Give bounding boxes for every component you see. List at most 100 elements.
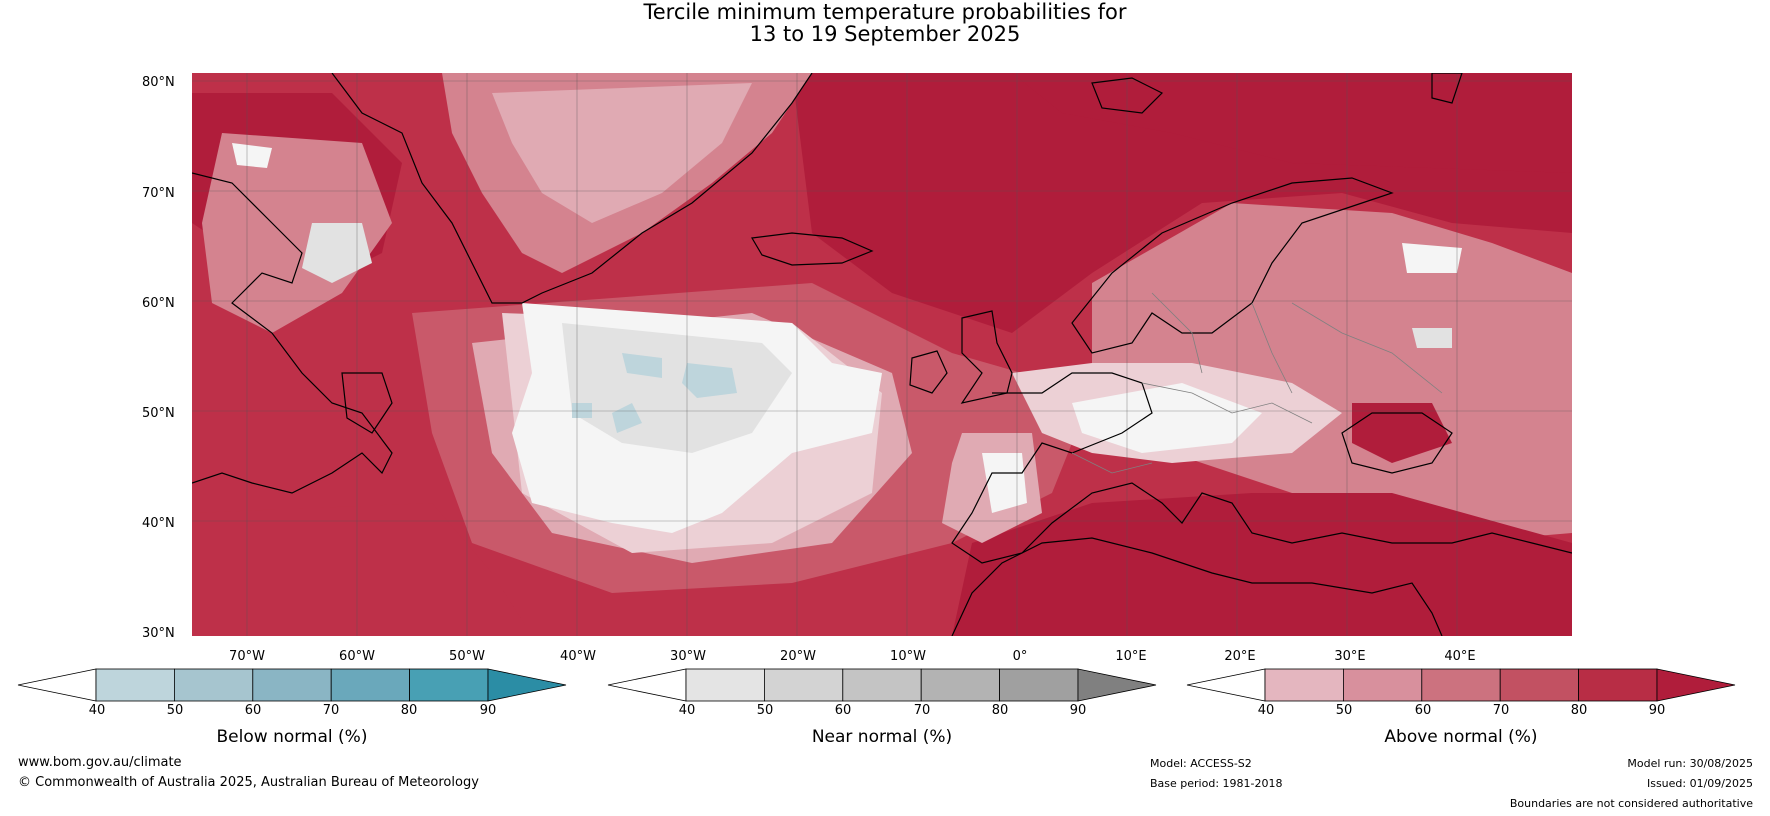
colorbar-segment: [252, 668, 332, 702]
lat-tick-40n: 40°N: [142, 516, 175, 531]
colorbar-extend-low: [17, 668, 97, 702]
region-near-40-russia: [1402, 243, 1462, 273]
below-tick-70: 70: [322, 703, 340, 718]
above-tick-70: 70: [1492, 703, 1510, 718]
colorbar-segment: [920, 668, 1001, 702]
region-below-50-c: [612, 403, 642, 433]
border-d: [1291, 302, 1443, 394]
coast-iceland: [751, 232, 874, 266]
map-svg: [192, 73, 1572, 636]
footer-base-period: Base period: 1981-2018: [1150, 777, 1283, 790]
below-tick-60: 60: [244, 703, 262, 718]
near-tick-50: 50: [756, 703, 774, 718]
colorbar-segment: [95, 668, 175, 702]
coast-europe: [951, 372, 1572, 564]
border-a: [1151, 292, 1203, 374]
chart-title-line1: Tercile minimum temperature probabilitie…: [643, 0, 1127, 24]
region-below-50-b: [682, 363, 737, 398]
colorbar-extend-high: [487, 668, 567, 702]
footer-copyright: © Commonwealth of Australia 2025, Austra…: [18, 775, 479, 790]
above-tick-60: 60: [1414, 703, 1432, 718]
lon-tick-40e: 40°E: [1444, 649, 1476, 664]
above-tick-90: 90: [1648, 703, 1666, 718]
lat-tick-30n: 30°N: [142, 626, 175, 641]
colorbar-below-title: Below normal (%): [216, 727, 368, 747]
coast-black-sea: [1341, 412, 1453, 474]
colorbar-segment: [409, 668, 489, 702]
below-tick-40: 40: [88, 703, 106, 718]
colorbar-extend-low: [607, 668, 687, 702]
region-above-90-north-africa: [952, 493, 1572, 636]
near-tick-90: 90: [1069, 703, 1087, 718]
near-tick-60: 60: [834, 703, 852, 718]
chart-title-line2: 13 to 19 September 2025: [749, 22, 1021, 46]
colorbar-extend-high: [1077, 668, 1157, 702]
lon-tick-10e: 10°E: [1115, 649, 1147, 664]
border-c: [1141, 382, 1313, 424]
coast-greenland: [331, 73, 813, 304]
footer-model-run: Model run: 30/08/2025: [1627, 757, 1753, 770]
lon-tick-20w: 20°W: [780, 649, 816, 664]
coast-ireland: [909, 350, 948, 394]
footer-model: Model: ACCESS-S2: [1150, 757, 1252, 770]
colorbar-segment: [1421, 668, 1501, 702]
colorbar-above-title: Above normal (%): [1384, 727, 1538, 747]
colorbar-extend-high: [1656, 668, 1736, 702]
footer-disclaimer: Boundaries are not considered authoritat…: [1509, 797, 1753, 810]
colorbar-segment: [1264, 668, 1344, 702]
lon-tick-50w: 50°W: [449, 649, 485, 664]
footer-issued: Issued: 01/09/2025: [1646, 777, 1753, 790]
graticule: [192, 73, 1572, 636]
region-below-50-a: [622, 353, 662, 378]
colorbar-segment: [330, 668, 411, 702]
near-tick-40: 40: [678, 703, 696, 718]
lat-tick-80n: 80°N: [142, 75, 175, 90]
above-tick-40: 40: [1257, 703, 1275, 718]
region-near-50-russia: [1412, 328, 1452, 348]
colorbar-above: [1186, 668, 1736, 702]
border-b: [1251, 302, 1293, 394]
colorbar-segment: [685, 668, 765, 702]
colorbar-segment: [1578, 668, 1658, 702]
lon-tick-60w: 60°W: [339, 649, 375, 664]
probability-map[interactable]: [192, 73, 1572, 636]
colorbar-near-title: Near normal (%): [811, 727, 953, 747]
colorbar-below: [17, 668, 567, 702]
coast-newfoundland: [341, 372, 393, 434]
region-below-50-d: [572, 403, 592, 418]
above-tick-80: 80: [1570, 703, 1588, 718]
colorbars-svg: [17, 668, 1736, 702]
colorbar-segment: [1343, 668, 1423, 702]
below-tick-50: 50: [166, 703, 184, 718]
border-e: [1071, 452, 1153, 474]
region-near-40-iberia: [982, 453, 1027, 513]
colorbar-extend-low: [1186, 668, 1266, 702]
near-tick-80: 80: [991, 703, 1009, 718]
colorbar-segment: [842, 668, 922, 702]
coastlines: [192, 73, 1572, 636]
lon-tick-0: 0°: [1012, 649, 1028, 664]
lon-tick-30w: 30°W: [670, 649, 706, 664]
above-tick-50: 50: [1335, 703, 1353, 718]
region-above-80-southwest: [192, 503, 532, 636]
colorbar-segment: [999, 668, 1079, 702]
lon-tick-70w: 70°W: [229, 649, 265, 664]
colorbar-near: [607, 668, 1157, 702]
colorbar-segment: [1499, 668, 1579, 702]
below-tick-90: 90: [479, 703, 497, 718]
footer-website[interactable]: www.bom.gov.au/climate: [18, 755, 182, 770]
colorbar-segment: [173, 668, 254, 702]
lat-tick-50n: 50°N: [142, 406, 175, 421]
region-above-90-black-sea: [1352, 403, 1452, 463]
lon-tick-30e: 30°E: [1334, 649, 1366, 664]
below-tick-80: 80: [400, 703, 418, 718]
region-above-60-baffin: [202, 133, 392, 333]
colorbar-segment: [764, 668, 844, 702]
coast-baffin: [192, 172, 393, 494]
near-tick-70: 70: [913, 703, 931, 718]
lon-tick-10w: 10°W: [890, 649, 926, 664]
lat-tick-60n: 60°N: [142, 296, 175, 311]
lon-tick-20e: 20°E: [1224, 649, 1256, 664]
borders: [1071, 292, 1443, 474]
lon-tick-40w: 40°W: [560, 649, 596, 664]
